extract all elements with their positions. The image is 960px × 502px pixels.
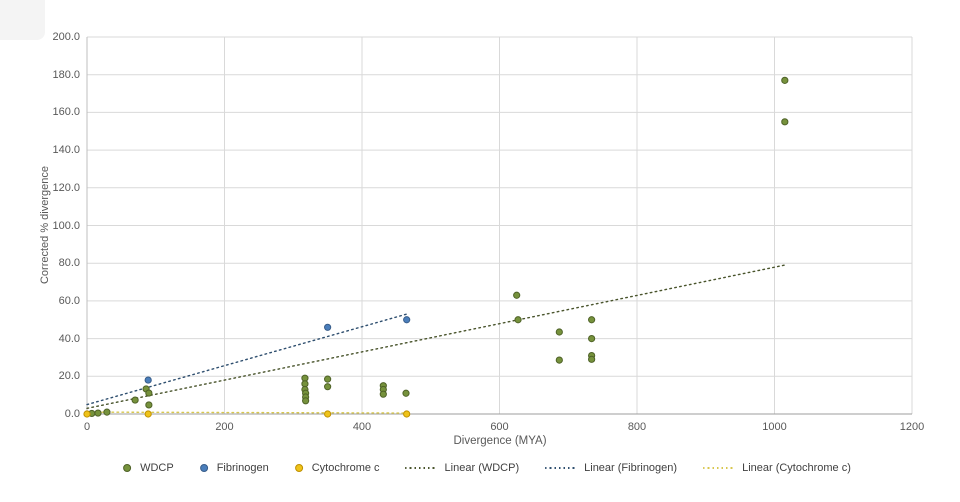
y-axis-tick-label: 40.0 bbox=[58, 332, 80, 345]
legend-dotted-line-marker-icon bbox=[405, 467, 436, 469]
legend-item-fibrinogen: Fibrinogen bbox=[199, 462, 269, 474]
y-axis-tick-label: 120.0 bbox=[52, 181, 80, 194]
data-point-wdcp bbox=[145, 401, 153, 409]
legend-label: WDCP bbox=[140, 462, 174, 474]
data-point-wdcp bbox=[379, 390, 387, 398]
legend-dotted-line-marker-icon bbox=[545, 467, 576, 469]
trendline-linear-wdcp bbox=[86, 264, 786, 410]
y-axis-tick-label: 100.0 bbox=[52, 219, 80, 232]
x-axis-tick-label: 400 bbox=[352, 421, 372, 433]
legend-label: Linear (WDCP) bbox=[444, 462, 520, 474]
data-point-wdcp bbox=[302, 397, 310, 405]
data-point-wdcp bbox=[588, 355, 596, 363]
legend-dot-marker-icon bbox=[123, 464, 132, 472]
data-point-wdcp bbox=[324, 383, 332, 391]
y-axis-tick-label: 180.0 bbox=[52, 68, 80, 81]
data-point-fibrinogen bbox=[403, 316, 411, 324]
x-axis-tick-label: 200 bbox=[215, 421, 234, 433]
data-point-fibrinogen bbox=[144, 376, 152, 384]
y-axis-tick-label: 80.0 bbox=[58, 257, 80, 270]
legend-item-linear-fibrinogen: Linear (Fibrinogen) bbox=[545, 462, 677, 474]
data-point-wdcp bbox=[131, 396, 139, 404]
data-point-wdcp bbox=[588, 335, 596, 343]
data-point-wdcp bbox=[324, 375, 332, 383]
legend-dot-marker-icon bbox=[199, 464, 208, 472]
data-point-wdcp bbox=[781, 118, 789, 126]
x-axis-tick-label: 0 bbox=[83, 421, 91, 433]
data-point-cytochrome-c bbox=[324, 410, 332, 418]
data-point-wdcp bbox=[94, 409, 102, 417]
legend-item-cytochrome-c: Cytochrome c bbox=[294, 462, 380, 474]
trendline-linear-fibrinogen bbox=[86, 313, 408, 406]
y-axis-tick-label: 20.0 bbox=[58, 370, 80, 383]
y-axis-tick-label: 160.0 bbox=[52, 106, 80, 119]
data-point-wdcp bbox=[513, 291, 521, 299]
data-point-fibrinogen bbox=[324, 323, 332, 331]
data-point-cytochrome-c bbox=[144, 410, 152, 418]
legend-dotted-line-marker-icon bbox=[703, 467, 734, 469]
data-point-wdcp bbox=[555, 328, 563, 336]
legend-item-linear-cytochrome-c: Linear (Cytochrome c) bbox=[703, 462, 851, 474]
y-axis-tick-label: 140.0 bbox=[52, 144, 80, 157]
x-axis-tick-label: 1000 bbox=[762, 421, 787, 433]
y-axis-title: Corrected % divergence bbox=[39, 165, 51, 285]
y-axis-tick-label: 60.0 bbox=[58, 294, 80, 307]
chart-legend: WDCP Fibrinogen Cytochrome c Linear (WDCP) L… bbox=[123, 462, 851, 474]
data-point-wdcp bbox=[145, 389, 153, 397]
data-point-wdcp bbox=[588, 316, 596, 324]
legend-label: Cytochrome c bbox=[311, 462, 380, 474]
data-point-wdcp bbox=[402, 389, 410, 397]
data-point-wdcp bbox=[555, 356, 563, 364]
data-point-wdcp bbox=[781, 76, 789, 84]
data-point-wdcp bbox=[103, 408, 111, 416]
page-corner-artifact bbox=[0, 0, 45, 40]
trendline-linear-cytochrome-c bbox=[86, 411, 408, 414]
x-axis-tick-label: 600 bbox=[490, 421, 509, 433]
x-axis-tick-label: 800 bbox=[627, 421, 647, 433]
legend-label: Linear (Cytochrome c) bbox=[742, 462, 851, 474]
y-axis-tick-label: 200.0 bbox=[52, 31, 80, 43]
x-axis-title: Divergence (MYA) bbox=[453, 435, 547, 447]
legend-dot-marker-icon bbox=[294, 464, 303, 472]
legend-item-wdcp: WDCP bbox=[123, 462, 174, 474]
x-axis-tick-label: 1200 bbox=[899, 421, 925, 433]
data-point-cytochrome-c bbox=[403, 410, 411, 418]
legend-label: Linear (Fibrinogen) bbox=[584, 462, 678, 474]
legend-item-linear-wdcp: Linear (WDCP) bbox=[405, 462, 520, 474]
data-point-wdcp bbox=[514, 316, 522, 324]
data-point-cytochrome-c bbox=[83, 410, 91, 418]
legend-label: Fibrinogen bbox=[216, 462, 269, 474]
y-axis-tick-label: 0.0 bbox=[64, 408, 80, 420]
